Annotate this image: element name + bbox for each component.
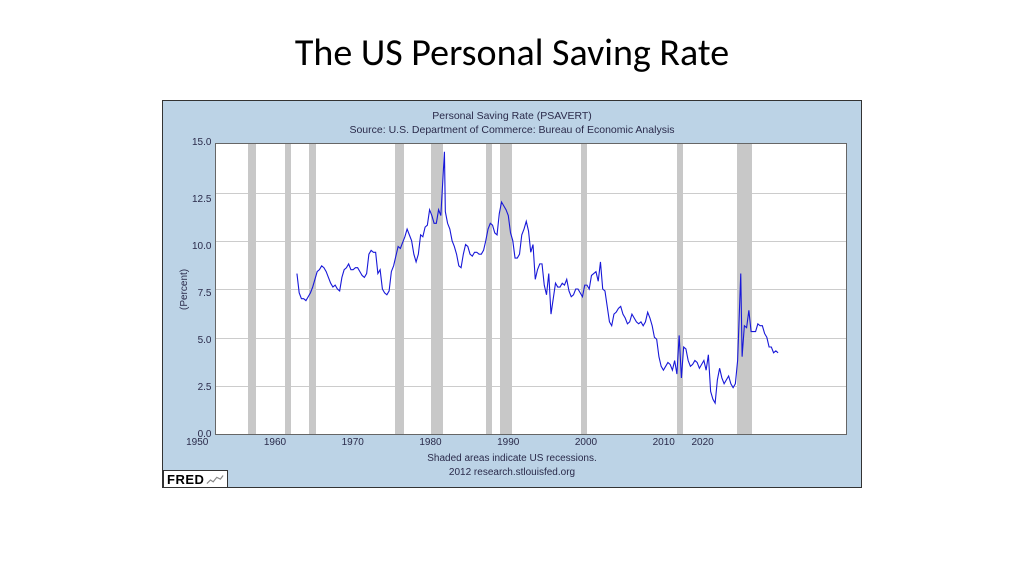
- chart-icon: [206, 474, 224, 486]
- chart-container: Personal Saving Rate (PSAVERT) Source: U…: [162, 100, 862, 488]
- chart-footer: Shaded areas indicate US recessions. 201…: [177, 452, 847, 479]
- y-axis-label: (Percent): [177, 143, 192, 435]
- y-tick-label: 15.0: [192, 138, 211, 148]
- x-tick-label: 1950: [186, 437, 264, 448]
- slide: The US Personal Saving Rate Personal Sav…: [0, 0, 1024, 576]
- x-tick-label: 1980: [419, 437, 497, 448]
- plot-row: (Percent) 15.012.510.07.55.02.50.0: [177, 143, 847, 435]
- plot-area: [215, 143, 847, 435]
- x-tick-label: 1990: [497, 437, 575, 448]
- fred-logo-text: FRED: [167, 472, 204, 487]
- y-axis-ticks: 15.012.510.07.55.02.50.0: [192, 143, 215, 435]
- x-tick-label: 2000: [575, 437, 653, 448]
- line-series: [216, 144, 846, 434]
- y-tick-label: 10.0: [192, 242, 211, 252]
- footer-source: 2012 research.stlouisfed.org: [449, 467, 575, 478]
- x-tick-label: 1970: [342, 437, 420, 448]
- y-tick-label: 2.5: [192, 383, 211, 393]
- y-tick-label: 7.5: [192, 289, 211, 299]
- x-tick-label: 1960: [264, 437, 342, 448]
- chart-header: Personal Saving Rate (PSAVERT) Source: U…: [177, 109, 847, 137]
- fred-logo: FRED: [163, 470, 228, 488]
- chart-subtitle: Source: U.S. Department of Commerce: Bur…: [349, 124, 674, 136]
- y-tick-label: 12.5: [192, 195, 211, 205]
- y-tick-label: 5.0: [192, 336, 211, 346]
- x-tick-label: 2020: [692, 437, 770, 448]
- chart-title: Personal Saving Rate (PSAVERT): [432, 110, 592, 122]
- x-axis-ticks: 19501960197019801990200020102020: [225, 437, 847, 448]
- footer-note: Shaded areas indicate US recessions.: [427, 453, 597, 464]
- page-title: The US Personal Saving Rate: [0, 30, 1024, 76]
